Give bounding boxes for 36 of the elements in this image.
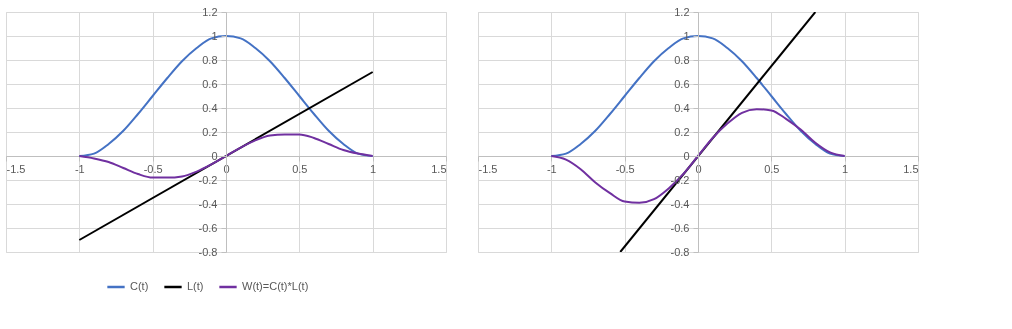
x-tick-label: 0.5 [292,162,308,175]
y-tick-label: -0.6 [198,221,218,234]
x-tick-label: 1.5 [903,162,919,175]
y-tick-label: 0.6 [674,77,690,90]
y-tick-label: -0.8 [198,245,218,258]
y-tick-label: 0.4 [202,101,218,114]
legend-label: W(t)=C(t)*L(t) [242,280,309,292]
y-tick-label: 0 [683,149,690,162]
y-tick-label: -0.6 [670,221,690,234]
y-tick-label: -0.4 [670,197,690,210]
x-tick-label: -0.5 [615,162,635,175]
y-tick-label: 1 [683,29,690,42]
legend-label: C(t) [130,280,149,292]
y-tick-label: 1.2 [674,5,690,18]
x-tick-label: 1 [842,162,849,175]
y-tick-label: 0.4 [674,101,690,114]
y-tick-label: 0.6 [202,77,218,90]
y-tick-label: -0.8 [670,245,690,258]
x-tick-label: -1.5 [6,162,26,175]
y-tick-label: -0.2 [198,173,218,186]
legend-label: L(t) [187,280,204,292]
x-tick-label: 1 [370,162,377,175]
y-tick-label: 0.8 [202,53,218,66]
y-tick-label: 0.2 [202,125,218,138]
y-tick-label: 1 [211,29,218,42]
y-tick-label: 0.8 [674,53,690,66]
y-tick-label: 0 [211,149,218,162]
x-tick-label: -1.5 [478,162,498,175]
y-tick-label: 0.2 [674,125,690,138]
x-tick-label: 1.5 [431,162,447,175]
y-tick-label: 1.2 [202,5,218,18]
x-tick-label: -1 [74,162,85,175]
x-tick-label: -0.5 [143,162,163,175]
y-tick-label: -0.4 [198,197,218,210]
x-tick-label: -1 [546,162,557,175]
x-tick-label: 0.5 [764,162,780,175]
